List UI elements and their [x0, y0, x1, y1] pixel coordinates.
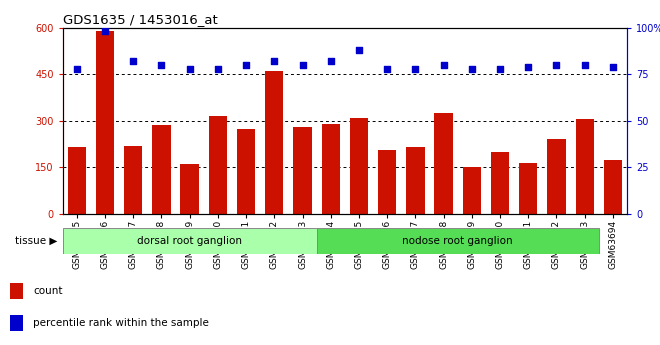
Bar — [152, 125, 171, 214]
Bar — [96, 31, 114, 214]
Point — [467, 66, 477, 71]
Point — [579, 62, 590, 68]
Bar — [576, 119, 594, 214]
Bar — [547, 139, 566, 214]
Bar — [10, 283, 23, 299]
Bar — [317, 228, 599, 254]
Point — [354, 47, 364, 53]
Bar — [124, 146, 143, 214]
Point — [495, 66, 506, 71]
Point — [410, 66, 420, 71]
Text: GDS1635 / 1453016_at: GDS1635 / 1453016_at — [63, 13, 217, 27]
Point — [325, 58, 336, 64]
Point — [128, 58, 139, 64]
Bar — [67, 147, 86, 214]
Point — [438, 62, 449, 68]
Text: nodose root ganglion: nodose root ganglion — [403, 236, 513, 246]
Bar — [491, 152, 510, 214]
Point — [297, 62, 308, 68]
Text: percentile rank within the sample: percentile rank within the sample — [33, 318, 209, 328]
Point — [608, 64, 618, 69]
Bar — [10, 315, 23, 331]
Bar — [406, 147, 424, 214]
Point — [184, 66, 195, 71]
Bar — [519, 162, 537, 214]
Bar — [209, 116, 227, 214]
Text: tissue ▶: tissue ▶ — [15, 236, 57, 246]
Bar — [265, 71, 284, 214]
Point — [382, 66, 393, 71]
Bar — [434, 113, 453, 214]
Point — [241, 62, 251, 68]
Bar — [180, 164, 199, 214]
Bar — [63, 228, 317, 254]
Bar — [604, 159, 622, 214]
Point — [551, 62, 562, 68]
Point — [156, 62, 167, 68]
Point — [213, 66, 223, 71]
Bar — [237, 128, 255, 214]
Bar — [378, 150, 397, 214]
Bar — [321, 124, 340, 214]
Bar — [293, 127, 312, 214]
Bar — [463, 167, 481, 214]
Point — [269, 58, 280, 64]
Point — [71, 66, 82, 71]
Point — [100, 29, 110, 34]
Point — [523, 64, 533, 69]
Bar — [350, 118, 368, 214]
Text: dorsal root ganglion: dorsal root ganglion — [137, 236, 242, 246]
Text: count: count — [33, 286, 63, 296]
